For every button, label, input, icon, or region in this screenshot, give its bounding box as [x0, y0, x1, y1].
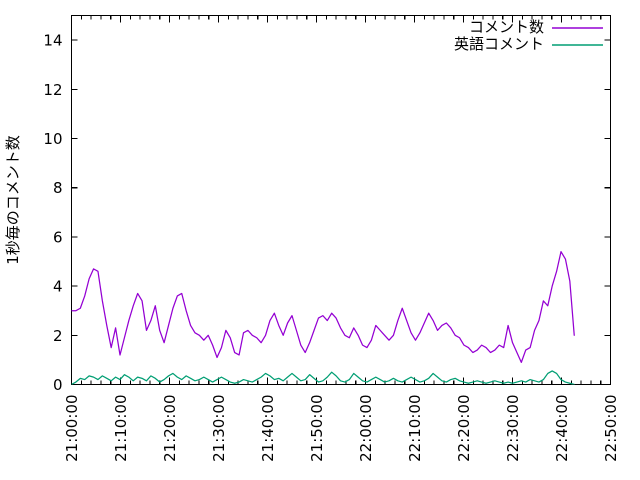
plot-border: [70, 14, 612, 386]
x-tick-label: 22:30:00: [504, 395, 522, 462]
x-tick-label: 22:10:00: [406, 395, 424, 462]
y-axis-title-text: 1秒毎のコメント数: [4, 135, 22, 265]
x-tick-label: 21:30:00: [210, 395, 228, 462]
y-tick-label: 14: [43, 32, 62, 50]
series-line-2: [71, 370, 575, 385]
y-tick-label: 10: [43, 130, 62, 148]
x-tick-label: 21:40:00: [259, 395, 277, 462]
x-tick-label: 22:50:00: [602, 395, 620, 462]
y-tick-label: 0: [53, 376, 63, 394]
y-tick-label: 8: [53, 179, 63, 197]
y-axis-ticks: 0 2 4 6 8 10 12 14: [43, 32, 611, 394]
y-tick-label: 2: [53, 327, 63, 345]
legend-label-1: コメント数: [469, 18, 544, 36]
x-tick-label: 22:00:00: [357, 395, 375, 462]
x-tick-label: 21:20:00: [161, 395, 179, 462]
legend-label-2: 英語コメント: [454, 35, 544, 53]
x-axis-ticks: 21:00:00 21:10:00 21:20:00 21:30:00 21:40:00…: [63, 15, 620, 462]
series-layer: [71, 251, 575, 385]
x-tick-label: 21:50:00: [308, 395, 326, 462]
y-tick-label: 4: [53, 278, 63, 296]
x-tick-label: 21:10:00: [112, 395, 130, 462]
y-tick-label: 12: [43, 81, 62, 99]
plot-frame: [70, 14, 612, 386]
y-axis-title: 1秒毎のコメント数: [4, 135, 22, 265]
x-tick-label: 22:40:00: [553, 395, 571, 462]
y-tick-label: 6: [53, 228, 63, 246]
x-tick-label: 21:00:00: [63, 395, 81, 462]
series-line-1: [71, 251, 575, 363]
x-tick-label: 22:20:00: [455, 395, 473, 462]
